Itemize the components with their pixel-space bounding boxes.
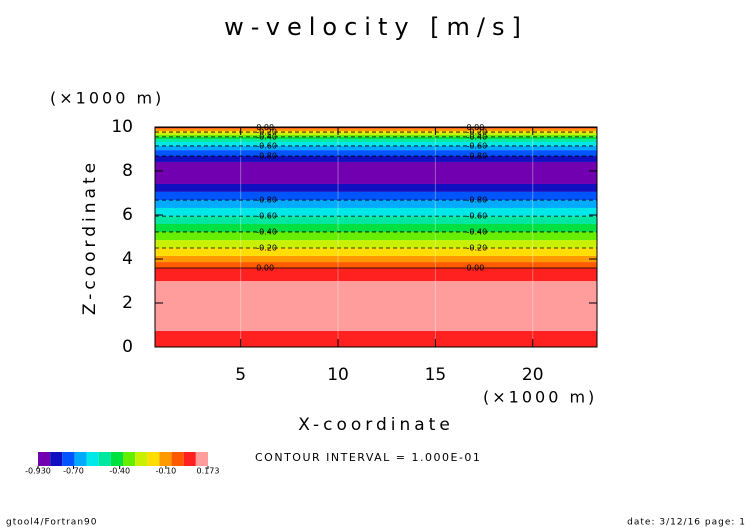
contour-band xyxy=(155,128,597,129)
contour-band xyxy=(155,207,597,217)
colorbar-swatch xyxy=(98,452,111,466)
contour-band xyxy=(155,224,597,232)
colorbar-tick-label: -0.40 xyxy=(109,467,130,476)
contour-band xyxy=(155,268,597,281)
colorbar-tick-label: -0.10 xyxy=(156,467,177,476)
contour-label: -0.60 xyxy=(467,212,488,221)
y-tick-label: 8 xyxy=(122,161,133,181)
x-tick-label: 20 xyxy=(522,365,544,385)
chart-title: w-velocity [m/s] xyxy=(224,13,528,41)
contour-label: -0.80 xyxy=(256,196,277,205)
colorbar-tick-label: -0.930 xyxy=(25,467,51,476)
contour-label: -0.40 xyxy=(256,227,277,236)
contour-label: -0.40 xyxy=(256,132,277,141)
y-tick-label: 2 xyxy=(122,293,133,313)
contour-label: -0.40 xyxy=(467,132,488,141)
colorbar-swatch xyxy=(195,452,208,466)
colorbar-swatch xyxy=(183,452,196,466)
annotation: CONTOUR INTERVAL = 1.000E-01 xyxy=(255,451,481,464)
contour-label: -0.20 xyxy=(256,128,277,137)
y-tick-label: 0 xyxy=(122,337,133,357)
contour-band xyxy=(155,128,597,131)
colorbar-swatch xyxy=(50,452,63,466)
x-tick-label: 15 xyxy=(425,365,447,385)
contour-label: -0.20 xyxy=(467,244,488,253)
contour-band xyxy=(155,145,597,151)
contour-label: 0.00 xyxy=(467,264,485,273)
contour-label: -0.60 xyxy=(256,212,277,221)
footer-left: gtool4/Fortran90 xyxy=(6,518,97,528)
plot-frame xyxy=(154,126,598,348)
contour-band xyxy=(155,281,597,331)
contour-band xyxy=(155,139,597,142)
y-tick-label: 10 xyxy=(111,117,133,137)
colorbar-swatch xyxy=(86,452,99,466)
contour-band xyxy=(155,134,597,137)
contour-band xyxy=(155,141,597,146)
y-unit: (×1000 m) xyxy=(50,89,164,108)
colorbar-swatch xyxy=(147,452,160,466)
y-axis-label: Z-coordinate xyxy=(80,159,100,315)
footer-right: date: 3/12/16 page: 1 xyxy=(627,518,746,528)
colorbar-swatch xyxy=(110,452,123,466)
contour-band xyxy=(155,161,597,184)
colorbar-swatch xyxy=(62,452,75,466)
contour-band xyxy=(155,150,597,157)
contour-band xyxy=(155,330,597,347)
y-tick-label: 6 xyxy=(122,205,133,225)
contour-band xyxy=(155,240,597,248)
contour-band xyxy=(155,200,597,208)
contour-label: -0.20 xyxy=(467,128,488,137)
colorbar-swatch xyxy=(38,452,51,466)
colorbar-swatch xyxy=(135,452,148,466)
contour-band xyxy=(155,248,597,256)
contour-band xyxy=(155,156,597,162)
x-tick-label: 10 xyxy=(327,365,349,385)
contour-band xyxy=(155,183,597,192)
contour-band xyxy=(155,262,597,269)
colorbar-tick-label: 0.173 xyxy=(197,467,220,476)
contour-band xyxy=(155,231,597,241)
contour-band xyxy=(155,132,597,135)
contour-label: -0.60 xyxy=(256,141,277,150)
y-tick-label: 4 xyxy=(122,249,133,269)
contour-label: -0.20 xyxy=(256,244,277,253)
colorbar-swatch xyxy=(159,452,172,466)
colorbar-tick-label: -0.70 xyxy=(63,467,84,476)
contour-label: -0.60 xyxy=(467,141,488,150)
contour-band xyxy=(155,136,597,140)
contour-band xyxy=(155,191,597,201)
contour-label: 0.00 xyxy=(256,264,274,273)
contour-band xyxy=(155,216,597,225)
contour-label: -0.40 xyxy=(467,227,488,236)
contour-label: -0.80 xyxy=(256,152,277,161)
x-axis-label: X-coordinate xyxy=(298,415,454,435)
x-unit: (×1000 m) xyxy=(483,388,597,407)
contour-band xyxy=(155,255,597,263)
colorbar-swatch xyxy=(74,452,87,466)
contour-label: -0.80 xyxy=(467,152,488,161)
contour-label: -0.80 xyxy=(467,196,488,205)
x-tick-label: 5 xyxy=(235,365,246,385)
colorbar-swatch xyxy=(171,452,184,466)
colorbar-swatch xyxy=(123,452,136,466)
